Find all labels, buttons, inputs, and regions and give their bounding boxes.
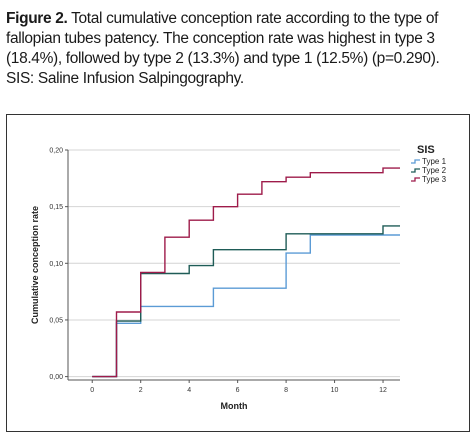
- legend-swatch-type-3: [411, 177, 420, 182]
- legend-swatch-type-1: [411, 159, 420, 164]
- series-line-type-1: [92, 234, 400, 378]
- series-lines: [92, 167, 400, 378]
- x-tick-label: 10: [331, 387, 339, 394]
- y-tick-label: 0,20: [49, 148, 63, 155]
- series-line-type-2: [92, 225, 400, 378]
- legend-swatch-type-2: [411, 168, 420, 173]
- legend-label-type-1: Type 1: [422, 157, 447, 166]
- y-tick-label: 0,05: [49, 317, 63, 324]
- x-tick-label: 6: [236, 387, 240, 394]
- axes: 0,00 0,05 0,10 0,15 0,20 0 2 4 6 8 10 12: [49, 148, 400, 394]
- y-tick-label: 0,10: [49, 261, 63, 268]
- chart-frame: [6, 114, 470, 432]
- series-line-type-3: [92, 167, 400, 378]
- x-axis-title: Month: [221, 401, 248, 411]
- legend-label-type-3: Type 3: [422, 175, 447, 184]
- legend-title: SIS: [417, 144, 435, 156]
- figure-label: Figure 2.: [6, 10, 68, 27]
- y-tick-label: 0,00: [49, 374, 63, 381]
- x-tick-label: 12: [379, 387, 387, 394]
- y-axis-title: Cumulative conception rate: [30, 206, 40, 324]
- figure-caption: Figure 2. Total cumulative conception ra…: [6, 9, 470, 89]
- x-tick-label: 8: [284, 387, 288, 394]
- y-tick-label: 0,15: [49, 204, 63, 211]
- x-tick-label: 0: [90, 387, 94, 394]
- x-tick-label: 2: [139, 387, 143, 394]
- x-tick-label: 4: [187, 387, 191, 394]
- caption-text: Total cumulative conception rate accordi…: [6, 10, 440, 87]
- gridlines: [68, 149, 400, 378]
- legend-label-type-2: Type 2: [422, 166, 447, 175]
